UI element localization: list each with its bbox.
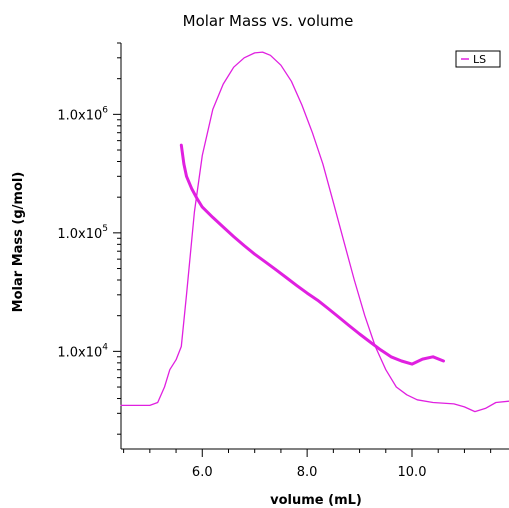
- x-axis-label: volume (mL): [270, 493, 362, 508]
- ls-series: [120, 51, 509, 413]
- x-tick-label: 10.0: [398, 465, 427, 480]
- legend-label: LS: [473, 53, 486, 66]
- y-tick-label: 1.0x105: [57, 224, 108, 242]
- x-tick-label: 6.0: [192, 465, 213, 480]
- chart-title: Molar Mass vs. volume: [183, 12, 354, 30]
- legend-box: [455, 50, 501, 68]
- y-tick-label: 1.0x106: [57, 105, 108, 123]
- molar-mass-series: [179, 143, 445, 366]
- axes: 6.0 8.0 10.0 1.0x104 1.0x105 1.0x106: [57, 42, 509, 480]
- y-axis-label: Molar Mass (g/mol): [11, 172, 26, 313]
- y-tick-label: 1.0x104: [57, 342, 108, 360]
- legend: LS: [455, 50, 501, 68]
- x-tick-label: 8.0: [297, 465, 318, 480]
- series-layer: [120, 51, 509, 413]
